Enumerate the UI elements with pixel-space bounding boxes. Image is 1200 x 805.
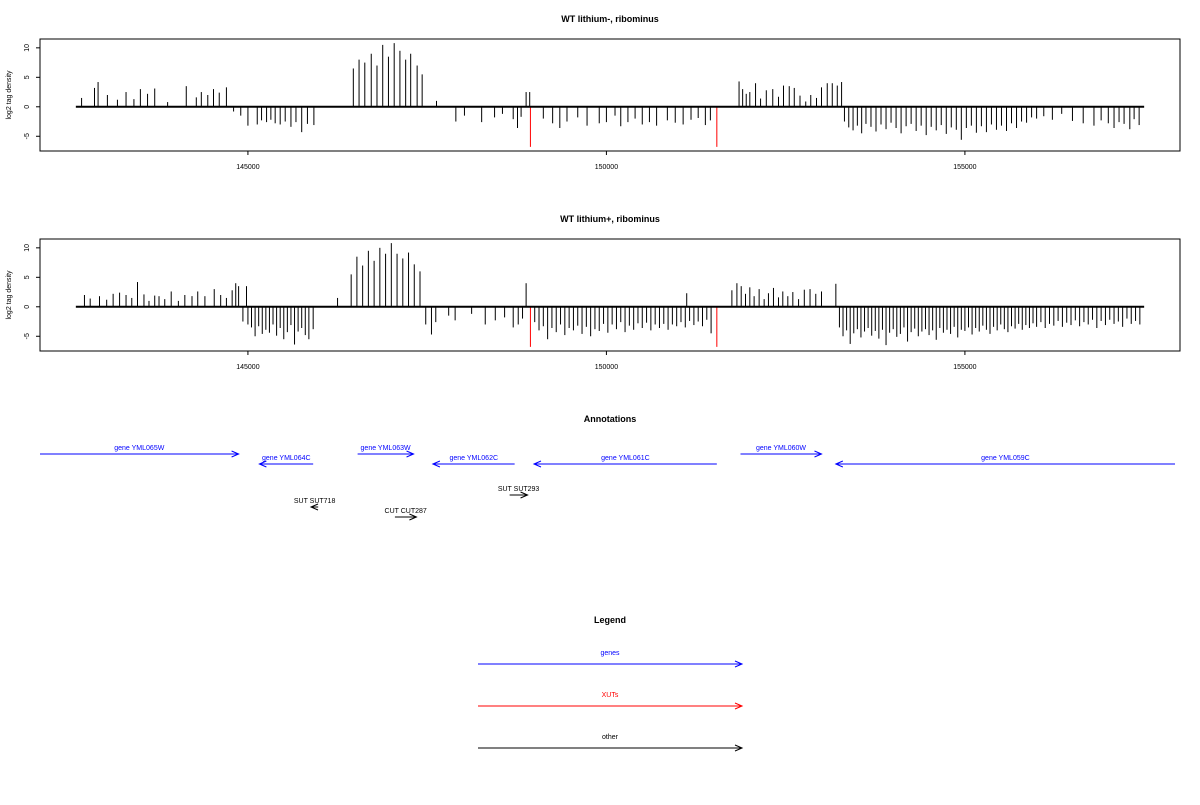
gene-arrow [258,460,314,468]
legend-label: genes [600,650,620,657]
x-tick-label: 145000 [236,364,259,371]
legend-title: Legend [594,615,626,625]
legend-label: XUTs [602,692,619,699]
x-tick-label: 155000 [953,164,976,171]
legend-items: genes XUTs other [478,650,744,752]
plot-frame [39,38,1181,152]
y-axis-label: log2 tag density [6,270,13,320]
gene-arrow [532,460,717,468]
y-tick-label: 0 [24,105,31,109]
gene-arrow [40,450,240,458]
bars-group [75,243,1145,347]
panel-title: WT lithium-, ribominus [561,14,659,24]
y-tick-label: -5 [24,133,31,139]
plot-frame [39,238,1181,352]
track-panel-lithium-plus: WT lithium+, ribominus log2 tag density … [6,214,1181,371]
legend-item: other [478,734,744,752]
bars-group [75,43,1145,147]
gene-label: gene YML065W [114,445,164,452]
feature-label: CUT CUT287 [385,508,427,515]
axes-group: -5 0 5 10 145000 150000 155000 [24,244,977,371]
feature-arrow [309,503,319,511]
legend-item: genes [478,650,744,668]
panel-title: WT lithium+, ribominus [560,214,660,224]
gene-label: gene YML063W [361,445,411,452]
legend-item: XUTs [478,692,744,710]
legend-label: other [602,734,619,741]
y-tick-label: -5 [24,333,31,339]
gene-label: gene YML060W [756,445,806,452]
x-tick-label: 150000 [595,164,618,171]
y-tick-label: 5 [24,75,31,79]
feature-arrow [509,491,529,499]
gene-label: gene YML064C [262,455,311,462]
x-tick-label: 150000 [595,364,618,371]
y-axis-label: log2 tag density [6,70,13,120]
gene-arrow [431,460,515,468]
y-tick-label: 0 [24,305,31,309]
gene-label: gene YML062C [450,455,499,462]
axes-group: -5 0 5 10 145000 150000 155000 [24,44,977,171]
annotation-features: gene YML065W gene YML064C gene YML063W gene… [40,445,1175,521]
gene-label: gene YML061C [601,455,650,462]
gene-label: gene YML059C [981,455,1030,462]
x-tick-label: 155000 [953,364,976,371]
x-tick-label: 145000 [236,164,259,171]
legend-panel: Legend genes XUTs other [478,615,744,752]
y-tick-label: 5 [24,275,31,279]
feature-label: SUT SUT293 [498,486,540,493]
gene-arrow [357,450,415,458]
y-tick-label: 10 [24,44,31,52]
feature-label: SUT SUT718 [294,498,336,505]
y-tick-label: 10 [24,244,31,252]
gene-arrow [834,460,1175,468]
annotations-title: Annotations [584,414,637,424]
feature-arrow [394,513,418,521]
gene-arrow [740,450,823,458]
track-panel-lithium-minus: WT lithium-, ribominus log2 tag density … [6,14,1181,171]
